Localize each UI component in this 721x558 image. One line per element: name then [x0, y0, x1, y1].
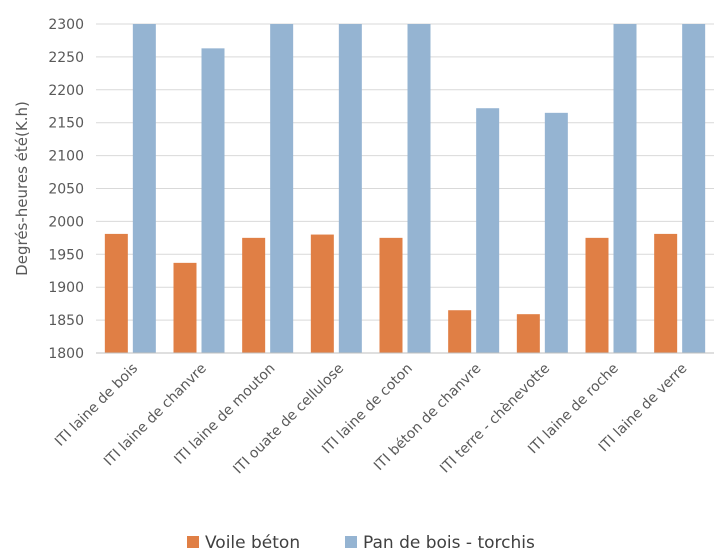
bar-pan-de-bois-4: [407, 24, 431, 353]
gridlines: [96, 23, 714, 321]
bar-pan-de-bois-7: [613, 24, 637, 353]
bar-pan-de-bois-1: [201, 48, 225, 353]
y-axis-ticks: 1800 1850 1900 1950 2000 2050 2100 2150 2200 2250…: [48, 17, 84, 362]
y-tick-label: 2100: [48, 149, 84, 165]
bar-pan-de-bois-3: [338, 24, 362, 353]
y-tick-label: 2250: [48, 50, 84, 66]
bar-pan-de-bois-6: [544, 112, 568, 353]
y-tick-label: 2000: [48, 214, 84, 230]
bar-pan-de-bois-0: [132, 24, 156, 353]
bar-voile-beton-0: [104, 233, 128, 353]
legend-label: Voile béton: [205, 533, 300, 553]
y-tick-label: 2050: [48, 182, 84, 198]
bar-voile-beton-3: [310, 234, 334, 353]
y-tick-label: 1800: [48, 346, 84, 362]
bar-pan-de-bois-2: [270, 24, 294, 353]
y-tick-label: 2150: [48, 116, 84, 132]
y-tick-label: 2200: [48, 83, 84, 99]
y-axis-label: Degrés-heures été(K.h): [13, 101, 31, 276]
bar-voile-beton-1: [173, 262, 197, 353]
bar-voile-beton-4: [379, 237, 403, 353]
legend: Voile béton Pan de bois - torchis: [187, 533, 535, 553]
legend-swatch: [345, 536, 357, 548]
bar-pan-de-bois-8: [682, 24, 706, 353]
x-category-label: ITI ouate de cellulose: [230, 361, 347, 478]
y-tick-label: 1900: [48, 280, 84, 296]
y-tick-label: 1950: [48, 247, 84, 263]
bar-voile-beton-7: [585, 237, 609, 353]
bar-voile-beton-6: [516, 314, 540, 353]
y-tick-label: 1850: [48, 313, 84, 329]
y-tick-label: 2300: [48, 17, 84, 33]
bars: [104, 24, 706, 353]
bar-voile-beton-5: [448, 310, 472, 353]
bar-voile-beton-8: [654, 233, 678, 353]
legend-label: Pan de bois - torchis: [363, 533, 535, 553]
bar-voile-beton-2: [242, 237, 266, 353]
bar-pan-de-bois-5: [476, 108, 500, 353]
legend-swatch: [187, 536, 199, 548]
